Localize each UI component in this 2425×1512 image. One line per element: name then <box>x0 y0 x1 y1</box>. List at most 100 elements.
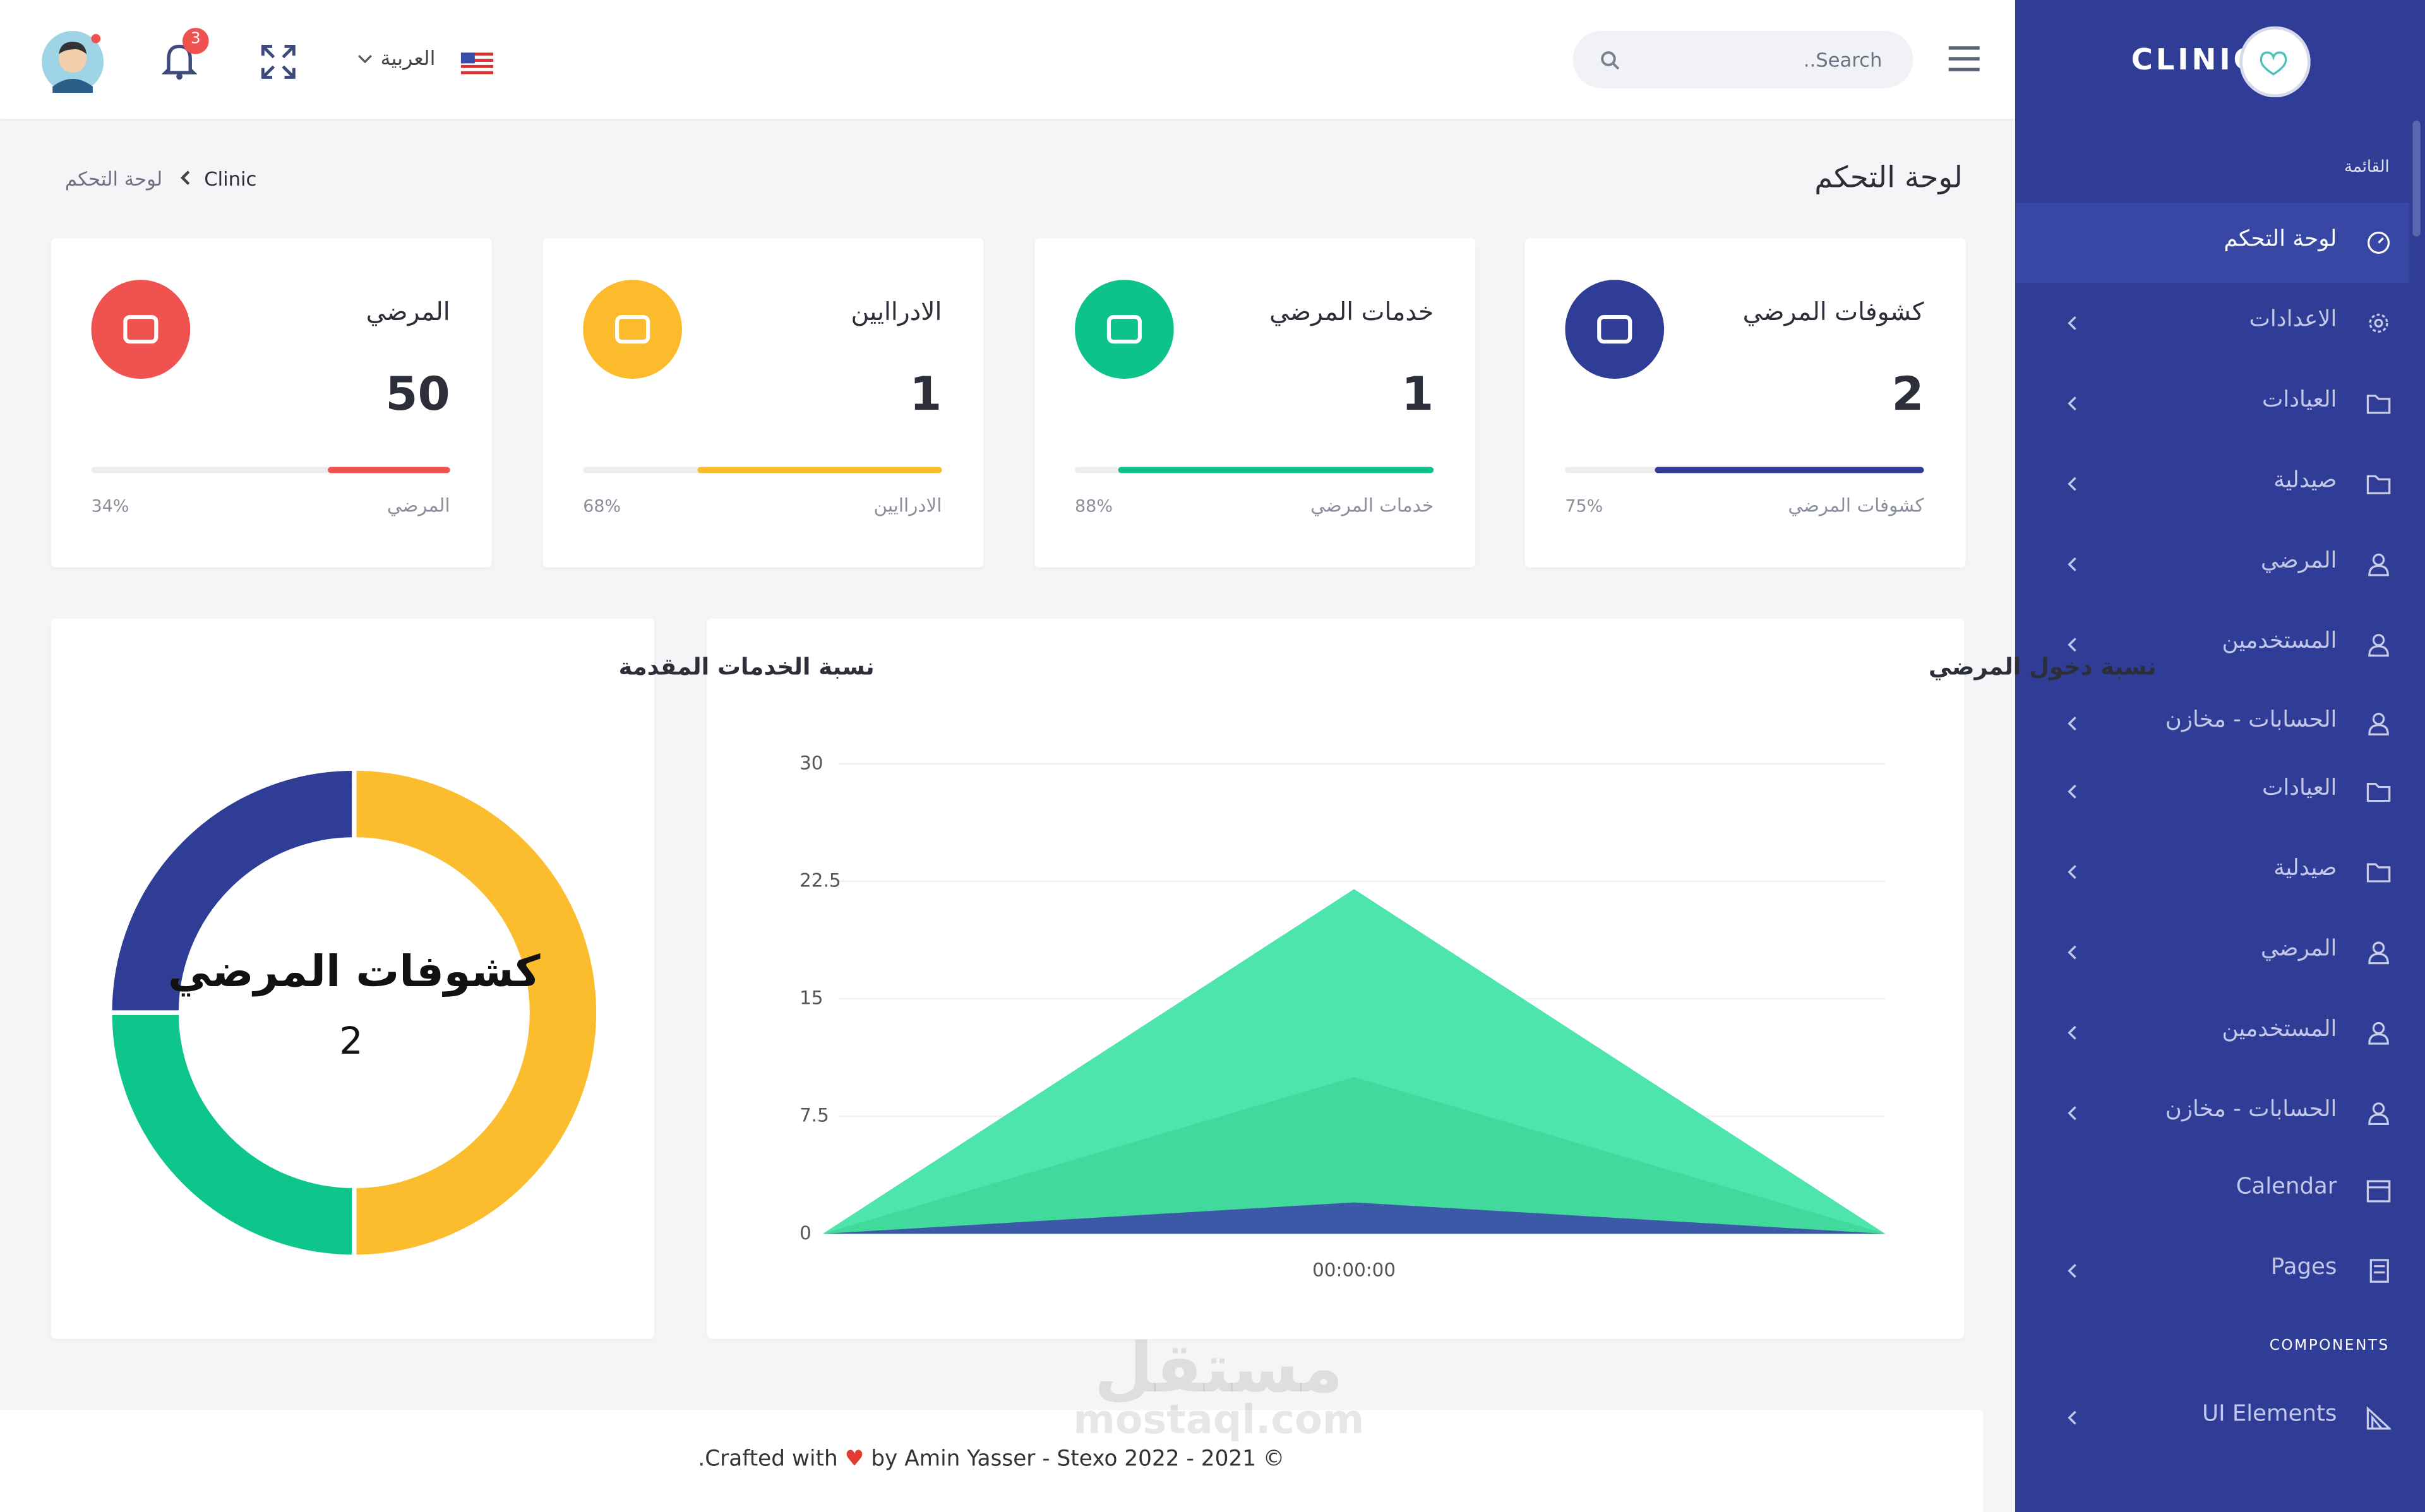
donut-center-value: 2 <box>339 1019 362 1063</box>
y-tick-label: 0 <box>799 1222 811 1244</box>
progress-bar <box>1118 467 1434 473</box>
stat-icon-bg <box>583 280 683 379</box>
components-label: COMPONENTS <box>2269 1337 2390 1355</box>
sidebar-item[interactable]: الحسابات - مخازن <box>2165 1097 2337 1122</box>
stat-icon <box>1565 280 1665 379</box>
footer-text: .Crafted with ♥ by Amin Yasser - Stexo 2… <box>0 1447 1983 1472</box>
progress-bar <box>1655 467 1924 473</box>
topbar: ..Search العربية 3 <box>0 0 2016 119</box>
stat-card: كشوفات المرضي 2 كشوفات المرضي 75% <box>1524 238 1966 568</box>
sidebar-item[interactable]: لوحة التحكم <box>2224 227 2337 253</box>
stat-card: خدمات المرضي 1 خدمات المرضي 88% <box>1034 238 1476 568</box>
icon-shape <box>2368 564 2389 576</box>
sidebar-item[interactable]: الاعدادات <box>2249 307 2337 333</box>
stat-value: 50 <box>385 367 450 422</box>
brand-logo <box>2239 26 2311 98</box>
sidebar-item[interactable]: المستخدمين <box>2222 1017 2337 1042</box>
chevron-shape <box>2068 717 2076 731</box>
sidebar-item[interactable]: Pages <box>2270 1255 2337 1280</box>
donut-slice <box>107 766 357 1015</box>
sidebar-item[interactable]: UI Elements <box>2202 1402 2337 1427</box>
stat-icon <box>91 280 191 379</box>
sidebar-item[interactable]: صيدلية <box>2273 468 2337 494</box>
sidebar-icon <box>2368 941 2389 965</box>
sidebar-item[interactable]: العيادات <box>2261 388 2337 413</box>
sidebar-item[interactable]: العيادات <box>2261 776 2337 801</box>
sidebar-chevron <box>2068 1025 2076 1040</box>
page-title: لوحة التحكم <box>1814 160 1963 195</box>
y-tick-label: 7.5 <box>799 1105 829 1126</box>
sidebar-item[interactable]: Calendar <box>2236 1175 2337 1200</box>
notification-bell[interactable] <box>161 40 201 81</box>
area-series <box>822 1202 1886 1234</box>
progress-label: كشوفات المرضي <box>1788 494 1924 516</box>
sidebar-icon <box>2368 634 2389 657</box>
icon-shape <box>2366 475 2391 494</box>
icon-shape <box>2374 318 2383 328</box>
stat-value: 2 <box>1891 367 1924 422</box>
stat-card: الادراايين 1 الادراايين 68% <box>542 238 984 568</box>
sidebar-item[interactable]: صيدلية <box>2273 856 2337 881</box>
stat-icon <box>583 280 683 379</box>
stat-icon-glyph <box>123 314 159 344</box>
language-select[interactable]: العربية <box>380 47 436 71</box>
sidebar-icon <box>2366 1180 2391 1203</box>
stat-title: خدمات المرضي <box>1269 297 1434 326</box>
sidebar-icon <box>2366 475 2391 494</box>
icon-shape <box>2372 1021 2385 1035</box>
stat-icon-bg <box>1565 280 1665 379</box>
stat-icon-glyph <box>1106 314 1142 344</box>
breadcrumb-home[interactable]: Clinic <box>204 167 257 191</box>
fullscreen-icon[interactable] <box>260 44 297 81</box>
sidebar-chevron <box>2068 717 2076 731</box>
notification-count: 3 <box>190 30 201 48</box>
search-placeholder: ..Search <box>1803 47 1883 71</box>
y-tick-label: 30 <box>799 752 823 773</box>
area-series <box>822 1077 1886 1234</box>
sidebar-item[interactable]: الحسابات - مخازن <box>2165 708 2337 733</box>
chevron-shape <box>2068 638 2076 652</box>
sidebar-chevron <box>2068 1106 2076 1121</box>
menu-toggle[interactable] <box>1946 44 1983 74</box>
footer: .Crafted with ♥ by Amin Yasser - Stexo 2… <box>0 1410 1983 1512</box>
chevron-shape <box>2068 396 2076 411</box>
stat-card: المرضي 50 المرضي 34% <box>51 238 492 568</box>
sidebar-icon <box>2366 863 2391 883</box>
language-chevron <box>358 55 372 64</box>
progress-percent: 34% <box>91 496 129 516</box>
icon-shape <box>2368 231 2390 254</box>
chevron-shape <box>2068 1264 2076 1278</box>
sidebar-chevron <box>2068 1410 2076 1425</box>
sidebar: CLINIC القائمة COMPONENTS لوحة التحكم الا… <box>2015 0 2425 1512</box>
search-box[interactable]: ..Search <box>1572 30 1913 88</box>
icon-shape <box>2378 237 2385 244</box>
progress-track <box>1075 467 1434 473</box>
sidebar-item[interactable]: المستخدمين <box>2222 629 2337 654</box>
progress-label: المرضي <box>386 494 450 516</box>
progress-percent: 68% <box>583 496 621 516</box>
breadcrumb-current: لوحة التحكم <box>64 167 163 191</box>
menu-label: القائمة <box>2344 157 2390 177</box>
sidebar-icon <box>2366 1406 2392 1430</box>
progress-bar <box>698 467 942 473</box>
footer-before: .Crafted with <box>698 1447 838 1472</box>
y-tick-label: 22.5 <box>799 869 841 891</box>
user-avatar[interactable] <box>42 30 104 93</box>
sidebar-icon <box>2368 1021 2389 1045</box>
sidebar-item[interactable]: المرضي <box>2260 937 2337 962</box>
sidebar-item[interactable]: المرضي <box>2260 549 2337 574</box>
x-tick-label: 00:00:00 <box>1312 1259 1396 1281</box>
progress-percent: 88% <box>1075 496 1113 516</box>
icon-shape <box>2368 1033 2389 1045</box>
sidebar-chevron <box>2068 865 2076 879</box>
stat-icon-bg <box>1075 280 1174 379</box>
icon-shape <box>2366 395 2391 414</box>
icon-shape <box>2372 1102 2385 1115</box>
icon-shape <box>2372 713 2385 725</box>
chevron-shape <box>2068 1025 2076 1040</box>
scrollbar <box>2412 121 2421 237</box>
chevron-shape <box>2068 784 2076 799</box>
